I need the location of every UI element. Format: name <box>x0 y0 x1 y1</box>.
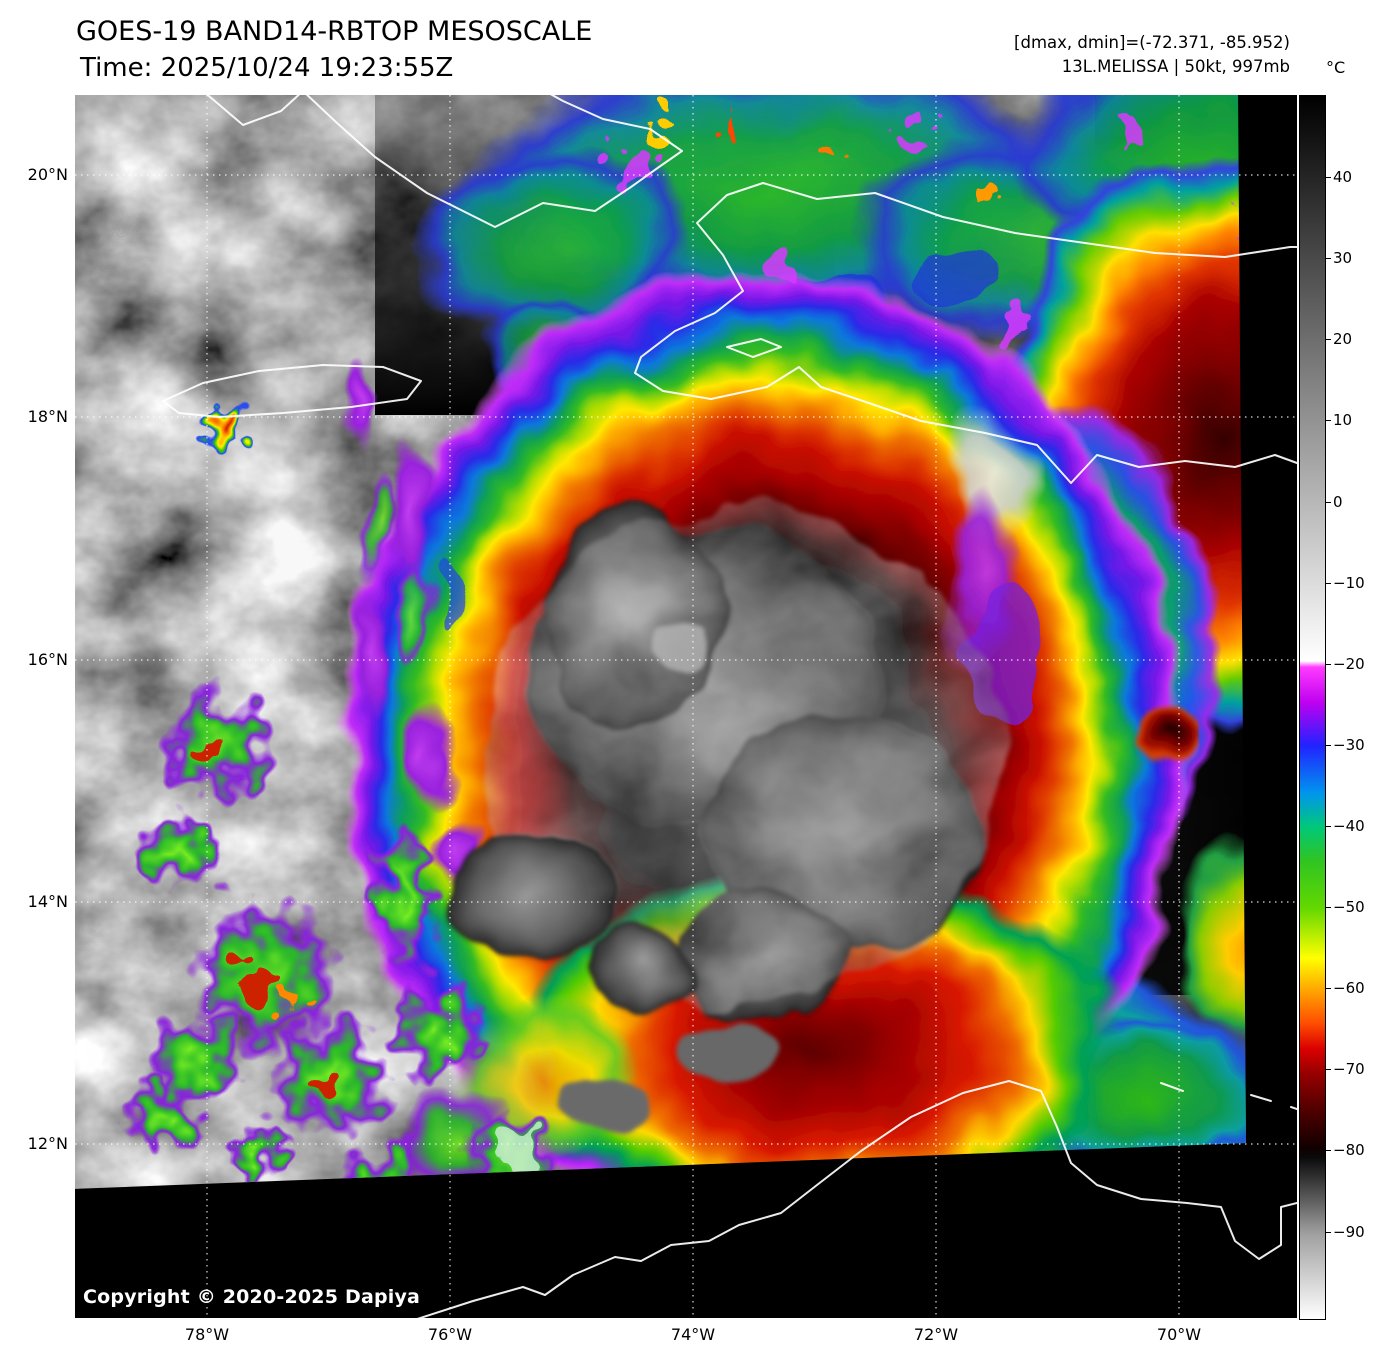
colorbar-tickmark <box>1326 826 1331 827</box>
colorbar-tick-m70: −70 <box>1333 1060 1365 1078</box>
map-canvas: Copyright © 2020-2025 Dapiya <box>75 95 1297 1318</box>
lat-tick-12n: 12°N <box>27 1134 68 1153</box>
colorbar-tick-20: 20 <box>1333 330 1353 348</box>
lon-tick-76w: 76°W <box>427 1325 473 1344</box>
colorbar-tick-m50: −50 <box>1333 898 1365 916</box>
colorbar-tick-m90: −90 <box>1333 1223 1365 1241</box>
satellite-image <box>75 95 1297 1318</box>
colorbar-tickmark <box>1326 1069 1331 1070</box>
colorbar-tickmark <box>1326 177 1331 178</box>
colorbar-tickmark <box>1326 1232 1331 1233</box>
colorbar-tick-40: 40 <box>1333 168 1353 186</box>
colorbar-tickmark <box>1326 907 1331 908</box>
lon-tick-78w: 78°W <box>184 1325 230 1344</box>
colorbar-tickmark <box>1326 258 1331 259</box>
colorbar-tickmark <box>1326 745 1331 746</box>
colorbar-tickmark <box>1326 664 1331 665</box>
colorbar-tickmark <box>1326 988 1331 989</box>
colorbar-tick-m80: −80 <box>1333 1141 1365 1159</box>
lon-tick-70w: 70°W <box>1156 1325 1202 1344</box>
storm-info: 13L.MELISSA | 50kt, 997mb <box>1061 57 1290 76</box>
colorbar-tickmark <box>1326 420 1331 421</box>
south-america-coastline <box>417 1080 1297 1318</box>
lon-tick-74w: 74°W <box>670 1325 716 1344</box>
colorbar-tickmark <box>1326 502 1331 503</box>
colorbar-tick-m20: −20 <box>1333 655 1365 673</box>
coastlines <box>162 95 1297 1318</box>
warm-spot-dot <box>1139 711 1191 763</box>
hispaniola-coastline <box>762 182 1297 258</box>
jamaica-convection-dot <box>206 401 254 449</box>
lat-tick-20n: 20°N <box>27 165 68 184</box>
enhanced-cloud-field <box>129 95 1246 1189</box>
colorbar-tick-30: 30 <box>1333 249 1353 267</box>
lon-tick-72w: 72°W <box>913 1325 959 1344</box>
colorbar-tick-m40: −40 <box>1333 817 1365 835</box>
colorbar-tickmark <box>1326 1150 1331 1151</box>
colorbar-tickmark <box>1326 339 1331 340</box>
product-time: Time: 2025/10/24 19:23:55Z <box>80 53 454 83</box>
colorbar-tickmark <box>1326 583 1331 584</box>
copyright: Copyright © 2020-2025 Dapiya <box>83 1286 421 1308</box>
colorbar-tick-m30: −30 <box>1333 736 1365 754</box>
lat-tick-14n: 14°N <box>27 892 68 911</box>
colorbar-tick-0: 0 <box>1333 493 1343 511</box>
colorbar-unit: °C <box>1326 58 1346 77</box>
temperature-colorbar <box>1299 95 1326 1320</box>
colorbar-tick-m60: −60 <box>1333 979 1365 997</box>
colorbar-tick-m10: −10 <box>1333 574 1365 592</box>
cold-core <box>445 505 1005 1130</box>
lat-tick-16n: 16°N <box>27 650 68 669</box>
colorbar-tick-10: 10 <box>1333 411 1353 429</box>
lat-tick-18n: 18°N <box>27 407 68 426</box>
cuba-coastline <box>305 95 683 228</box>
product-title: GOES-19 BAND14-RBTOP MESOSCALE <box>76 16 593 47</box>
jamaica-coastline <box>162 364 422 418</box>
range-info: [dmax, dmin]=(-72.371, -85.952) <box>1014 33 1290 52</box>
